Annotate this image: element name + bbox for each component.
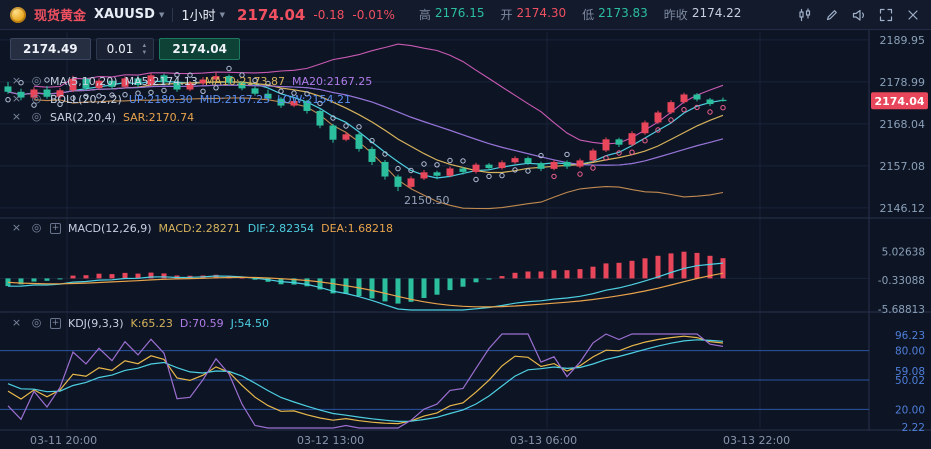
svg-text:2174.04: 2174.04 xyxy=(874,95,924,108)
buy-price-button[interactable]: 2174.04 xyxy=(159,38,240,60)
quantity-value: 0.01 xyxy=(106,42,134,56)
current-price-badge: 2174.04 xyxy=(871,92,928,110)
svg-text:96.23: 96.23 xyxy=(895,330,925,342)
svg-text:50.02: 50.02 xyxy=(895,375,925,387)
indicator-title: BOLL(20,2,2) xyxy=(50,92,122,106)
draw-icon[interactable] xyxy=(824,7,840,23)
ma20-value: MA20:2167.25 xyxy=(292,74,373,88)
j-value: J:54.50 xyxy=(230,316,270,330)
svg-text:03-12 13:00: 03-12 13:00 xyxy=(297,434,364,447)
macd-panel xyxy=(5,251,726,311)
panel-separators xyxy=(0,30,931,431)
header: 现货黄金 XAUUSD ▼ 1小时 ▼ 2174.04 -0.18 -0.01%… xyxy=(0,0,931,30)
indicator-row-ma: × ◎ MA(5,10,20) MA5:2174.13 MA10:2173.87… xyxy=(10,74,372,88)
remove-indicator-icon[interactable]: × xyxy=(11,221,22,234)
ma10-value: MA10:2173.87 xyxy=(204,74,286,88)
timeframe-label: 1小时 xyxy=(181,9,216,24)
announcement-icon[interactable] xyxy=(851,7,867,23)
svg-text:2168.04: 2168.04 xyxy=(880,118,926,131)
quick-trade-widget: 2174.49 0.01 ▲ ▼ 2174.04 xyxy=(10,38,240,60)
indicator-settings-icon[interactable]: ◎ xyxy=(31,74,42,87)
sell-price: 2174.49 xyxy=(23,42,78,56)
indicator-title: KDJ(9,3,3) xyxy=(68,316,124,330)
indicator-expand-icon[interactable]: + xyxy=(50,222,61,234)
stat-low: 低 2173.83 xyxy=(582,6,648,22)
chevron-down-icon: ▼ xyxy=(219,10,226,19)
symbol-label: XAUUSD xyxy=(94,7,155,22)
svg-text:-5.68813: -5.68813 xyxy=(878,304,925,316)
svg-text:2178.99: 2178.99 xyxy=(880,76,926,89)
sell-price-button[interactable]: 2174.49 xyxy=(10,38,91,60)
d-value: D:70.59 xyxy=(179,316,224,330)
indicator-settings-icon[interactable]: ◎ xyxy=(31,316,42,329)
candlestick-series xyxy=(4,72,727,192)
dif-value: DIF:2.82354 xyxy=(247,221,315,235)
remove-indicator-icon[interactable]: × xyxy=(11,92,22,105)
dea-value: DEA:1.68218 xyxy=(321,221,394,235)
svg-text:03-11 20:00: 03-11 20:00 xyxy=(30,434,97,447)
svg-text:2189.95: 2189.95 xyxy=(880,34,926,47)
svg-text:5.02638: 5.02638 xyxy=(882,246,925,258)
sar-dots xyxy=(5,65,726,183)
timeframe-selector[interactable]: 1小时 ▼ xyxy=(181,5,225,24)
svg-text:-0.33088: -0.33088 xyxy=(878,275,925,287)
stat-high: 高 2176.15 xyxy=(418,6,485,22)
indicator-settings-icon[interactable]: ◎ xyxy=(31,92,42,105)
kdj-panel xyxy=(7,333,724,429)
chevron-down-icon: ▼ xyxy=(158,10,165,19)
svg-text:2.22: 2.22 xyxy=(902,422,925,434)
indicator-title: MACD(12,26,9) xyxy=(68,221,152,235)
quantity-increase-button[interactable]: ▲ xyxy=(141,42,148,49)
quantity-decrease-button[interactable]: ▼ xyxy=(141,49,148,56)
kline-style-icon[interactable] xyxy=(797,7,813,23)
divider xyxy=(172,7,174,22)
boll-up-value: UP:2180.30 xyxy=(128,92,193,106)
price-change: -0.18 xyxy=(313,7,345,22)
indicator-title: SAR(2,20,4) xyxy=(50,110,116,124)
remove-indicator-icon[interactable]: × xyxy=(11,74,22,87)
indicator-row-boll: × ◎ BOLL(20,2,2) UP:2180.30 MID:2167.25 … xyxy=(10,92,351,106)
boll-mid-value: MID:2167.25 xyxy=(199,92,271,106)
svg-text:03-13 22:00: 03-13 22:00 xyxy=(723,434,790,447)
ma5-value: MA5:2174.13 xyxy=(124,74,198,88)
fullscreen-icon[interactable] xyxy=(878,7,894,23)
price-change-percent: -0.01% xyxy=(352,7,395,22)
last-price: 2174.04 xyxy=(237,5,306,24)
stat-prev-close: 昨收 2174.22 xyxy=(663,6,742,22)
svg-text:2146.12: 2146.12 xyxy=(880,202,926,215)
remove-indicator-icon[interactable]: × xyxy=(11,110,22,123)
indicator-row-macd: × ◎ + MACD(12,26,9) MACD:2.28271 DIF:2.8… xyxy=(10,221,393,235)
svg-text:20.00: 20.00 xyxy=(895,404,925,416)
indicator-settings-icon[interactable]: ◎ xyxy=(31,221,42,234)
k-value: K:65.23 xyxy=(130,316,173,330)
indicator-expand-icon[interactable]: + xyxy=(50,317,61,329)
indicator-row-kdj: × ◎ + KDJ(9,3,3) K:65.23 D:70.59 J:54.50 xyxy=(10,316,269,330)
boll-low-value: LOW:2154.21 xyxy=(277,92,351,106)
stat-open: 开 2174.30 xyxy=(500,6,567,22)
indicator-title: MA(5,10,20) xyxy=(50,74,118,88)
svg-text:59.08: 59.08 xyxy=(895,366,925,378)
axis-labels: 2189.95 2178.99 2168.04 2157.08 2146.12 5.026… xyxy=(30,34,925,447)
svg-text:80.00: 80.00 xyxy=(895,346,925,358)
close-icon[interactable] xyxy=(905,7,921,23)
svg-text:2157.08: 2157.08 xyxy=(880,160,926,173)
indicator-row-sar: × ◎ SAR(2,20,4) SAR:2170.74 xyxy=(10,110,194,124)
symbol-selector[interactable]: XAUUSD ▼ xyxy=(94,7,164,22)
kdj-reference-lines xyxy=(0,350,869,410)
svg-text:03-13 06:00: 03-13 06:00 xyxy=(510,434,577,447)
quantity-stepper: 0.01 ▲ ▼ xyxy=(95,38,155,60)
sar-value: SAR:2170.74 xyxy=(122,110,195,124)
low-price-annotation: 2150.50 xyxy=(404,194,450,207)
buy-price: 2174.04 xyxy=(172,42,227,56)
gold-coin-icon xyxy=(10,6,26,23)
indicator-settings-icon[interactable]: ◎ xyxy=(31,110,42,123)
header-toolbar xyxy=(797,7,921,23)
instrument-name: 现货黄金 xyxy=(34,9,87,24)
remove-indicator-icon[interactable]: × xyxy=(11,316,22,329)
macd-value: MACD:2.28271 xyxy=(158,221,241,235)
